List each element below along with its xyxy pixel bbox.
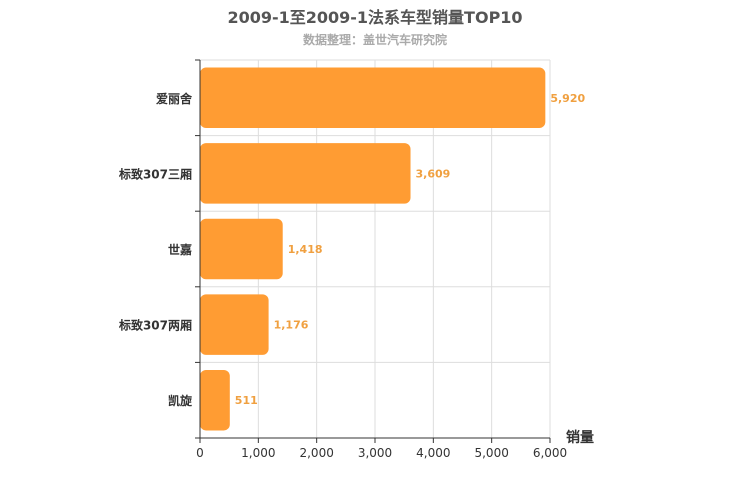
- category-label: 标致307两厢: [118, 318, 192, 333]
- bar[interactable]: [200, 143, 411, 204]
- data-label: 511: [235, 394, 258, 407]
- bar[interactable]: [200, 369, 230, 431]
- bar[interactable]: [200, 218, 283, 280]
- category-label: 凯旋: [168, 393, 193, 408]
- x-tick-label: 0: [196, 446, 204, 460]
- x-tick-label: 3,000: [358, 446, 392, 460]
- x-tick-label: 1,000: [241, 446, 275, 460]
- category-label: 爱丽舍: [156, 91, 193, 106]
- chart-subtitle: 数据整理：盖世汽车研究院: [302, 33, 447, 47]
- category-label: 标致307三厢: [118, 166, 192, 181]
- x-tick-label: 6,000: [533, 446, 567, 460]
- x-tick-label: 4,000: [416, 446, 450, 460]
- x-axis-title: 销量: [566, 429, 594, 446]
- x-tick-label: 2,000: [299, 446, 333, 460]
- data-label: 3,609: [416, 167, 451, 180]
- data-label: 1,176: [274, 319, 309, 332]
- data-label: 1,418: [288, 243, 323, 256]
- chart-title: 2009-1至2009-1法系车型销量TOP10: [227, 8, 523, 27]
- data-label: 5,920: [550, 92, 585, 105]
- x-tick-label: 5,000: [474, 446, 508, 460]
- bar[interactable]: [200, 67, 546, 129]
- category-label: 世嘉: [168, 242, 192, 257]
- bar[interactable]: [200, 294, 269, 355]
